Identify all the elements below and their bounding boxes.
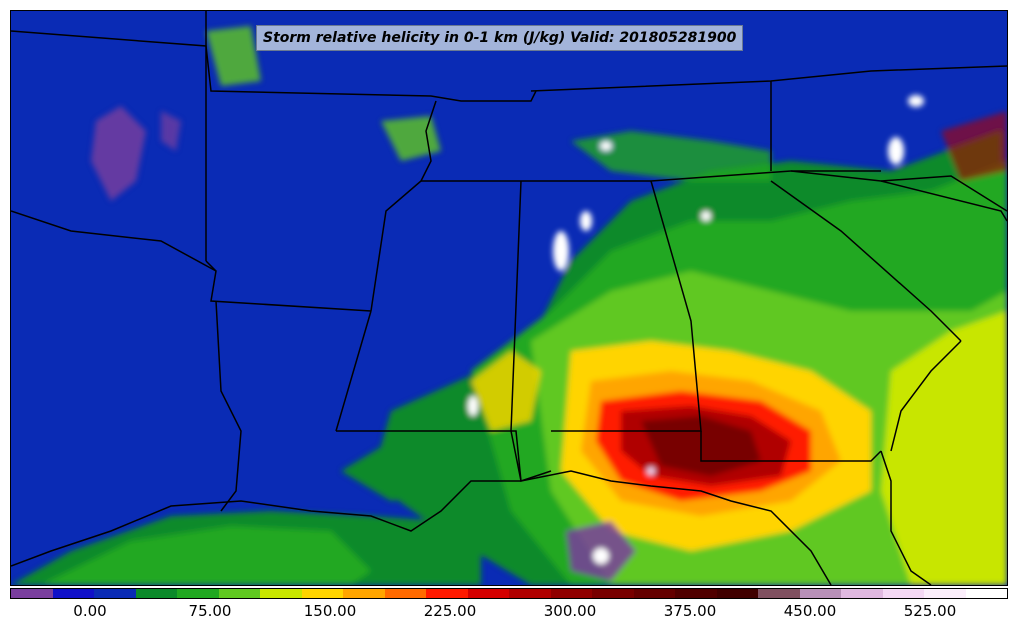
- colorbar-swatch: [592, 589, 634, 598]
- colorbar-swatch: [841, 589, 883, 598]
- helicity-map: [11, 11, 1007, 585]
- map-title: Storm relative helicity in 0-1 km (J/kg)…: [263, 30, 737, 46]
- colorbar-swatch: [135, 589, 177, 598]
- map-panel: Storm relative helicity in 0-1 km (J/kg)…: [10, 10, 1008, 586]
- colorbar-swatch: [882, 589, 924, 598]
- colorbar-tick-label: 450.00: [783, 602, 837, 620]
- colorbar-swatch: [924, 589, 966, 598]
- state-boundaries: [11, 11, 1007, 512]
- colorbar-swatch: [799, 589, 841, 598]
- colorbar-swatch: [260, 589, 302, 598]
- colorbar-tick-label: 525.00: [903, 602, 957, 620]
- colorbar-swatch: [675, 589, 717, 598]
- colorbar-tick-label: 0.00: [73, 602, 107, 620]
- colorbar-swatch: [11, 589, 53, 598]
- coastline: [11, 340, 962, 585]
- colorbar-swatch: [633, 589, 675, 598]
- colorbar-swatch: [301, 589, 343, 598]
- colorbar: [10, 588, 1008, 599]
- colorbar-swatch: [52, 589, 94, 598]
- colorbar-ticks: 0.00 75.00 150.00 225.00 300.00 375.00 450.00 5…: [10, 600, 1008, 626]
- colorbar-tick-label: 225.00: [423, 602, 477, 620]
- colorbar-swatch: [343, 589, 385, 598]
- colorbar-swatch: [716, 589, 758, 598]
- colorbar-swatch: [509, 589, 551, 598]
- colorbar-swatch: [965, 589, 1007, 598]
- colorbar-swatch: [384, 589, 426, 598]
- colorbar-tick-label: 375.00: [663, 602, 717, 620]
- colorbar-swatch: [426, 589, 468, 598]
- colorbar-swatch: [94, 589, 136, 598]
- colorbar-swatch: [550, 589, 592, 598]
- colorbar-tick-label: 75.00: [188, 602, 232, 620]
- map-title-box: Storm relative helicity in 0-1 km (J/kg)…: [256, 25, 744, 51]
- colorbar-swatch: [758, 589, 800, 598]
- colorbar-tick-label: 150.00: [303, 602, 357, 620]
- helicity-field: [11, 26, 1007, 585]
- colorbar-tick-label: 300.00: [543, 602, 597, 620]
- colorbar-swatch: [467, 589, 509, 598]
- colorbar-swatch: [218, 589, 260, 598]
- colorbar-swatch: [177, 589, 219, 598]
